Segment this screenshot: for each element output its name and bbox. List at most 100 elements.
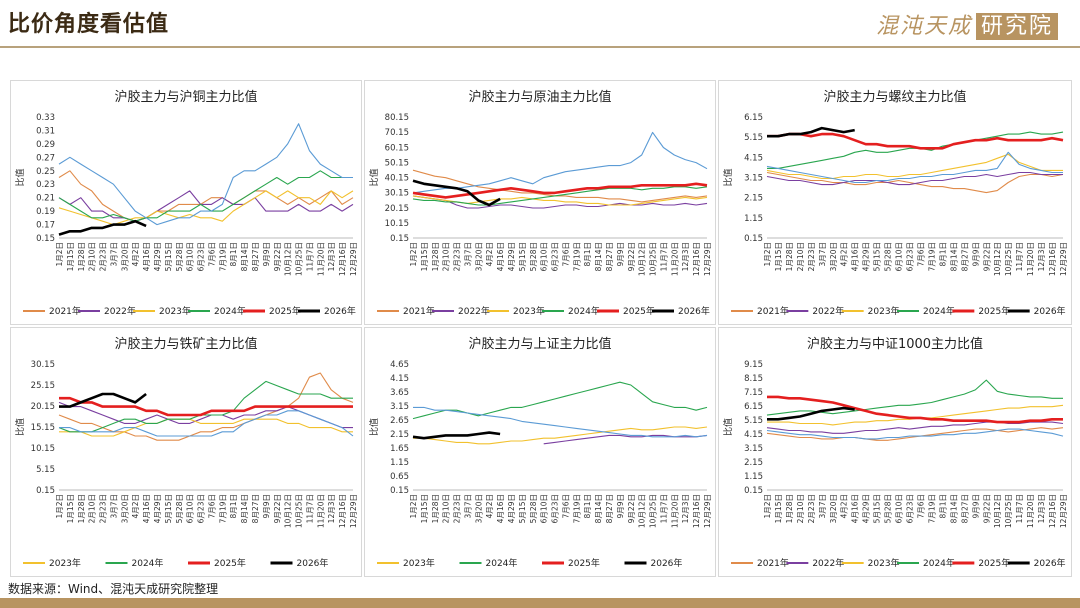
- x-tick-label: 8月1日: [938, 242, 947, 267]
- x-tick-label: 2月23日: [807, 494, 816, 523]
- x-tick-label: 7月19日: [218, 494, 227, 523]
- chart-title: 沪胶主力与中证1000主力比值: [807, 336, 983, 352]
- x-tick-label: 7月6日: [916, 494, 925, 519]
- y-tick-label: 0.15: [36, 234, 55, 244]
- x-tick-label: 3月7日: [109, 494, 118, 519]
- y-tick-label: 5.15: [36, 465, 55, 475]
- x-tick-label: 4月29日: [507, 242, 516, 271]
- x-tick-label: 3月20日: [829, 242, 838, 271]
- x-tick-label: 9月22日: [982, 494, 991, 523]
- series-line-2026年: [58, 219, 147, 236]
- x-tick-label: 8月27日: [605, 242, 614, 271]
- x-tick-label: 6月23日: [906, 494, 915, 523]
- x-tick-label: 12月3日: [327, 494, 336, 523]
- y-tick-label: 3.15: [744, 174, 763, 184]
- x-tick-label: 12月16日: [692, 242, 701, 276]
- series-line-2021年: [412, 169, 708, 203]
- x-tick-label: 5月15日: [164, 242, 173, 271]
- legend-label: 2025年: [568, 557, 600, 569]
- y-tick-label: 80.15: [385, 113, 409, 123]
- brand-main: 混沌天成: [875, 14, 972, 39]
- x-tick-label: 5月28日: [884, 242, 893, 271]
- x-tick-label: 2月10日: [88, 242, 97, 271]
- x-tick-label: 1月15日: [66, 494, 75, 523]
- y-axis-label: 比值: [14, 168, 26, 186]
- y-tick-label: 70.15: [385, 128, 409, 138]
- series-line-2025年: [413, 406, 708, 438]
- x-tick-label: 1月2日: [763, 242, 772, 267]
- y-tick-label: 0.15: [744, 234, 763, 244]
- x-tick-label: 8月1日: [938, 494, 947, 519]
- x-tick-label: 5月28日: [884, 494, 893, 523]
- series-line-2026年: [412, 431, 501, 440]
- y-tick-label: 0.15: [744, 486, 763, 496]
- legend-label: 2023年: [159, 305, 191, 317]
- x-tick-label: 1月2日: [409, 242, 418, 267]
- y-tick-label: 7.15: [744, 388, 763, 398]
- series-line-2024年: [58, 170, 353, 222]
- x-tick-label: 4月2日: [840, 494, 849, 519]
- x-tick-label: 9月22日: [982, 242, 991, 271]
- x-tick-label: 9月22日: [627, 242, 636, 271]
- x-tick-label: 4月16日: [142, 494, 151, 523]
- x-tick-label: 12月29日: [703, 242, 712, 276]
- y-tick-label: 0.65: [390, 472, 409, 482]
- series-line-2025年: [766, 428, 1064, 440]
- x-tick-label: 2月10日: [796, 242, 805, 271]
- series-line-2025年: [766, 151, 1063, 184]
- x-tick-label: 4月29日: [153, 242, 162, 271]
- x-tick-label: 8月27日: [251, 242, 260, 271]
- x-tick-label: 6月23日: [197, 494, 206, 523]
- legend-label: 2024年: [923, 305, 955, 317]
- series-line-2022年: [412, 195, 708, 209]
- y-tick-label: 3.15: [390, 402, 409, 412]
- legend-label: 2024年: [214, 305, 246, 317]
- x-tick-label: 12月29日: [1059, 242, 1068, 276]
- series-line-2022年: [766, 171, 1063, 186]
- x-tick-label: 8月1日: [583, 242, 592, 267]
- x-tick-label: 7月6日: [916, 242, 925, 267]
- x-tick-label: 1月15日: [420, 494, 429, 523]
- series-line-2022年: [766, 421, 1064, 434]
- legend-label: 2025年: [978, 557, 1010, 569]
- y-tick-label: 8.15: [744, 374, 763, 384]
- x-tick-label: 12月16日: [338, 494, 347, 528]
- legend-label: 2024年: [923, 557, 955, 569]
- series-line-2026年: [412, 179, 501, 207]
- x-tick-label: 9月22日: [273, 242, 282, 271]
- y-tick-label: 15.15: [31, 423, 55, 433]
- x-tick-label: 4月29日: [862, 242, 871, 271]
- legend-label: 2025年: [978, 305, 1010, 317]
- series-line-2025年: [59, 410, 354, 437]
- x-tick-label: 10月25日: [295, 494, 304, 528]
- y-tick-label: 30.15: [31, 360, 55, 370]
- legend-label: 2023年: [403, 557, 435, 569]
- x-tick-label: 7月6日: [561, 494, 570, 519]
- x-tick-label: 11月7日: [305, 494, 314, 523]
- chart-panel-cu: 沪胶主力与沪铜主力比值 比值 0.33 0.31 0.29 0.27 0.25 0.23 0.2…: [10, 80, 362, 325]
- y-tick-label: 0.21: [36, 194, 55, 204]
- x-tick-label: 1月28日: [77, 242, 86, 271]
- chart-panel-csi1000: 沪胶主力与中证1000主力比值 比值 9.15 8.15 7.15 6.15 5.15 4.1…: [718, 327, 1072, 577]
- y-tick-label: 50.15: [385, 158, 409, 168]
- legend-label: 2022年: [812, 557, 844, 569]
- x-tick-label: 12月3日: [681, 242, 690, 271]
- x-tick-label: 6月23日: [906, 242, 915, 271]
- legend-label: 2023年: [49, 557, 81, 569]
- y-tick-label: 4.65: [390, 360, 409, 370]
- x-tick-label: 8月1日: [229, 494, 238, 519]
- y-tick-label: 1.15: [390, 458, 409, 468]
- x-tick-label: 5月15日: [518, 242, 527, 271]
- legend-label: 2026年: [651, 557, 683, 569]
- chart-title: 沪胶主力与螺纹主力比值: [823, 89, 966, 105]
- x-tick-label: 6月10日: [540, 242, 549, 271]
- brand-box: 研究院: [975, 13, 1058, 40]
- x-tick-label: 12月3日: [327, 242, 336, 271]
- x-tick-label: 10月25日: [649, 242, 658, 276]
- y-axis-label: 比值: [368, 168, 380, 186]
- series-line-2026年: [59, 392, 147, 408]
- x-tick-label: 11月7日: [305, 242, 314, 271]
- x-tick-label: 12月16日: [1048, 494, 1057, 528]
